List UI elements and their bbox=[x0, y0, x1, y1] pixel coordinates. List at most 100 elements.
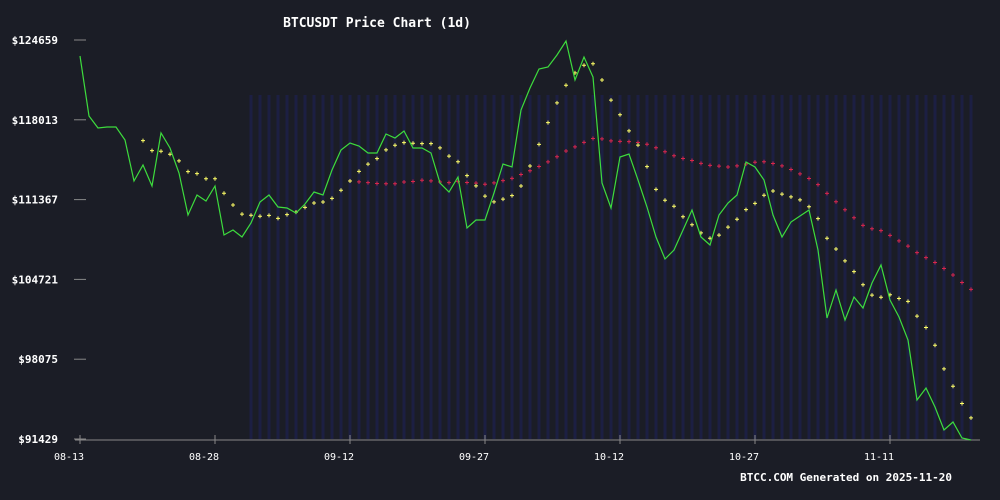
sma-point bbox=[357, 179, 361, 184]
sma-point bbox=[249, 213, 253, 218]
sma-point bbox=[483, 182, 487, 187]
background-stripe bbox=[699, 95, 703, 439]
sma-point bbox=[843, 258, 847, 263]
background-stripe bbox=[546, 95, 550, 439]
sma-point bbox=[582, 63, 586, 68]
sma-point bbox=[942, 366, 946, 371]
x-tick-label: 10-27 bbox=[729, 452, 759, 463]
sma-point bbox=[690, 158, 694, 163]
sma-point bbox=[348, 178, 352, 183]
background-stripe bbox=[897, 95, 901, 439]
sma-point bbox=[672, 204, 676, 209]
sma-point bbox=[222, 191, 226, 196]
background-stripe bbox=[285, 95, 289, 439]
background-stripe bbox=[726, 95, 730, 439]
sma-point bbox=[654, 145, 658, 150]
background-stripe bbox=[456, 95, 460, 439]
background-stripe bbox=[519, 95, 523, 439]
sma-point bbox=[267, 213, 271, 218]
sma-point bbox=[393, 143, 397, 148]
sma-point bbox=[510, 193, 514, 198]
x-tick-label: 09-12 bbox=[324, 452, 354, 463]
sma-point bbox=[384, 181, 388, 186]
sma-long-series bbox=[348, 136, 973, 292]
background-stripe bbox=[852, 95, 856, 439]
background-stripe bbox=[420, 95, 424, 439]
sma-point bbox=[735, 163, 739, 168]
sma-point bbox=[375, 181, 379, 186]
background-stripe bbox=[528, 95, 532, 439]
sma-point bbox=[159, 149, 163, 154]
background-stripe bbox=[924, 95, 928, 439]
background-stripe bbox=[564, 95, 568, 439]
sma-point bbox=[330, 196, 334, 201]
sma-point bbox=[375, 156, 379, 161]
sma-point bbox=[924, 325, 928, 330]
sma-point bbox=[798, 197, 802, 202]
background-stripe bbox=[474, 95, 478, 439]
background-stripes bbox=[249, 95, 973, 439]
background-stripe bbox=[762, 95, 766, 439]
background-stripe bbox=[870, 95, 874, 439]
background-stripe bbox=[681, 95, 685, 439]
background-stripe bbox=[582, 95, 586, 439]
sma-point bbox=[240, 212, 244, 217]
background-stripe bbox=[744, 95, 748, 439]
sma-point bbox=[807, 176, 811, 181]
background-stripe bbox=[348, 95, 352, 439]
background-stripe bbox=[618, 95, 622, 439]
sma-point bbox=[555, 154, 559, 159]
sma-point bbox=[312, 200, 316, 205]
sma-point bbox=[402, 180, 406, 185]
background-stripe bbox=[366, 95, 370, 439]
background-stripe bbox=[780, 95, 784, 439]
background-stripe bbox=[312, 95, 316, 439]
sma-point bbox=[645, 142, 649, 147]
sma-point bbox=[168, 152, 172, 157]
sma-point bbox=[339, 188, 343, 193]
background-stripe bbox=[645, 95, 649, 439]
sma-point bbox=[366, 180, 370, 185]
sma-point bbox=[807, 204, 811, 209]
sma-point bbox=[204, 176, 208, 181]
background-stripe bbox=[951, 95, 955, 439]
sma-point bbox=[258, 214, 262, 219]
sma-point bbox=[969, 415, 973, 420]
sma-point bbox=[447, 180, 451, 185]
background-stripe bbox=[501, 95, 505, 439]
background-stripe bbox=[600, 95, 604, 439]
y-tick-label: $98075 bbox=[18, 353, 58, 366]
sma-point bbox=[870, 293, 874, 298]
background-stripe bbox=[465, 95, 469, 439]
sma-point bbox=[591, 136, 595, 141]
sma-point bbox=[510, 176, 514, 181]
sma-point bbox=[825, 236, 829, 241]
sma-point bbox=[582, 140, 586, 145]
sma-point bbox=[906, 244, 910, 249]
sma-point bbox=[564, 149, 568, 154]
background-stripe bbox=[654, 95, 658, 439]
background-stripe bbox=[816, 95, 820, 439]
sma-point bbox=[537, 164, 541, 169]
sma-point bbox=[303, 205, 307, 210]
background-stripe bbox=[294, 95, 298, 439]
sma-point bbox=[825, 191, 829, 196]
sma-point bbox=[411, 141, 415, 146]
background-stripe bbox=[411, 95, 415, 439]
sma-point bbox=[654, 187, 658, 192]
sma-point bbox=[762, 193, 766, 198]
sma-point bbox=[870, 226, 874, 231]
sma-point bbox=[483, 194, 487, 199]
y-axis: $91429 $98075 $104721 $111367 $118013 $124659 bbox=[12, 34, 86, 446]
sma-point bbox=[915, 314, 919, 319]
background-stripe bbox=[834, 95, 838, 439]
background-stripe bbox=[789, 95, 793, 439]
sma-point bbox=[429, 141, 433, 146]
sma-point bbox=[933, 260, 937, 265]
sma-point bbox=[816, 182, 820, 187]
sma-point bbox=[627, 128, 631, 133]
sma-point bbox=[456, 159, 460, 164]
sma-point bbox=[960, 280, 964, 285]
background-stripe bbox=[753, 95, 757, 439]
